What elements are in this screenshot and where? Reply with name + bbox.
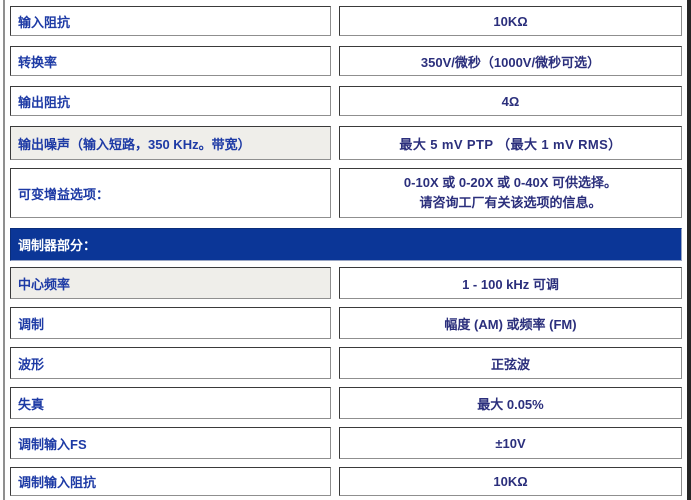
- spec-row: 可变增益选项： 0-10X 或 0-20X 或 0-40X 可供选择。 请咨询工…: [10, 168, 682, 218]
- page-right-border-line: [687, 0, 691, 500]
- spec-value-cell: 350V/微秒（1000V/微秒可选）: [339, 46, 682, 76]
- spec-label-cell: 输出噪声（输入短路，350 KHz。带宽）: [10, 126, 331, 160]
- spec-value: 10KΩ: [493, 474, 528, 489]
- spec-value: 1 - 100 kHz 可调: [462, 276, 559, 292]
- spec-value: 最大 0.05%: [477, 396, 544, 412]
- spec-value-cell: 正弦波: [339, 347, 682, 379]
- spec-label-cell: 调制输入FS: [10, 427, 331, 459]
- spec-label: 中心频率: [18, 276, 71, 292]
- spec-value: 最大 5 mV PTP （最大 1 mV RMS）: [399, 136, 622, 152]
- spec-row: 中心频率 1 - 100 kHz 可调: [10, 267, 682, 299]
- spec-row: 调制 幅度 (AM) 或频率 (FM): [10, 307, 682, 339]
- spec-label-cell: 输出阻抗: [10, 86, 331, 116]
- spec-label: 输入阻抗: [18, 14, 71, 30]
- spec-label: 波形: [18, 356, 45, 372]
- spec-label-cell: 中心频率: [10, 267, 331, 299]
- spec-row: 调制输入阻抗 10KΩ: [10, 467, 682, 496]
- spec-label: 调制输入阻抗: [18, 475, 97, 490]
- spec-value: 正弦波: [490, 356, 530, 372]
- spec-value-cell: 10KΩ: [339, 6, 682, 36]
- spec-row: 输入阻抗 10KΩ: [10, 6, 682, 36]
- spec-value: 幅度 (AM) 或频率 (FM): [444, 316, 577, 332]
- spec-value: 350V/微秒（1000V/微秒可选）: [420, 54, 601, 70]
- spec-label-cell: 调制: [10, 307, 331, 339]
- spec-value-cell: 幅度 (AM) 或频率 (FM): [339, 307, 682, 339]
- spec-value: ±10V: [495, 435, 526, 451]
- section-header-title: 调制器部分：: [18, 238, 97, 253]
- spec-label: 失真: [18, 396, 45, 412]
- spec-label: 调制输入FS: [18, 436, 87, 452]
- spec-value-cell: 最大 5 mV PTP （最大 1 mV RMS）: [339, 126, 682, 160]
- spec-value: 10KΩ: [493, 13, 528, 29]
- spec-value-cell: 4Ω: [339, 86, 682, 116]
- spec-row: 输出阻抗 4Ω: [10, 86, 682, 116]
- spec-label-cell: 输入阻抗: [10, 6, 331, 36]
- spec-label-cell: 波形: [10, 347, 331, 379]
- spec-table: 输入阻抗 10KΩ 转换率 350V/微秒（1000V/微秒可选） 输出阻抗 4…: [10, 6, 682, 500]
- spec-label-cell: 可变增益选项：: [10, 168, 331, 218]
- spec-value: 4Ω: [501, 93, 520, 109]
- spec-value-cell: 10KΩ: [339, 467, 682, 496]
- spec-label-cell: 转换率: [10, 46, 331, 76]
- spec-label-cell: 失真: [10, 387, 331, 419]
- spec-row: 波形 正弦波: [10, 347, 682, 379]
- spec-value-cell: 最大 0.05%: [339, 387, 682, 419]
- spec-value-cell: ±10V: [339, 427, 682, 459]
- spec-label: 转换率: [18, 54, 58, 70]
- spec-value: 0-10X 或 0-20X 或 0-40X 可供选择。 请咨询工厂有关该选项的信…: [403, 174, 618, 210]
- spec-value-cell: 0-10X 或 0-20X 或 0-40X 可供选择。 请咨询工厂有关该选项的信…: [339, 168, 682, 218]
- spec-label-cell: 调制输入阻抗: [10, 467, 331, 496]
- page-left-border-line: [3, 0, 5, 500]
- spec-row: 转换率 350V/微秒（1000V/微秒可选）: [10, 46, 682, 76]
- spec-row: 调制输入FS ±10V: [10, 427, 682, 459]
- spec-row: 输出噪声（输入短路，350 KHz。带宽） 最大 5 mV PTP （最大 1 …: [10, 126, 682, 160]
- spec-label: 输出噪声（输入短路，350 KHz。带宽）: [18, 136, 251, 152]
- spec-label: 可变增益选项：: [18, 186, 110, 202]
- spec-label: 输出阻抗: [18, 94, 71, 110]
- spec-row: 失真 最大 0.05%: [10, 387, 682, 419]
- spec-value-cell: 1 - 100 kHz 可调: [339, 267, 682, 299]
- section-header-modulator: 调制器部分：: [10, 228, 682, 261]
- spec-label: 调制: [18, 316, 45, 332]
